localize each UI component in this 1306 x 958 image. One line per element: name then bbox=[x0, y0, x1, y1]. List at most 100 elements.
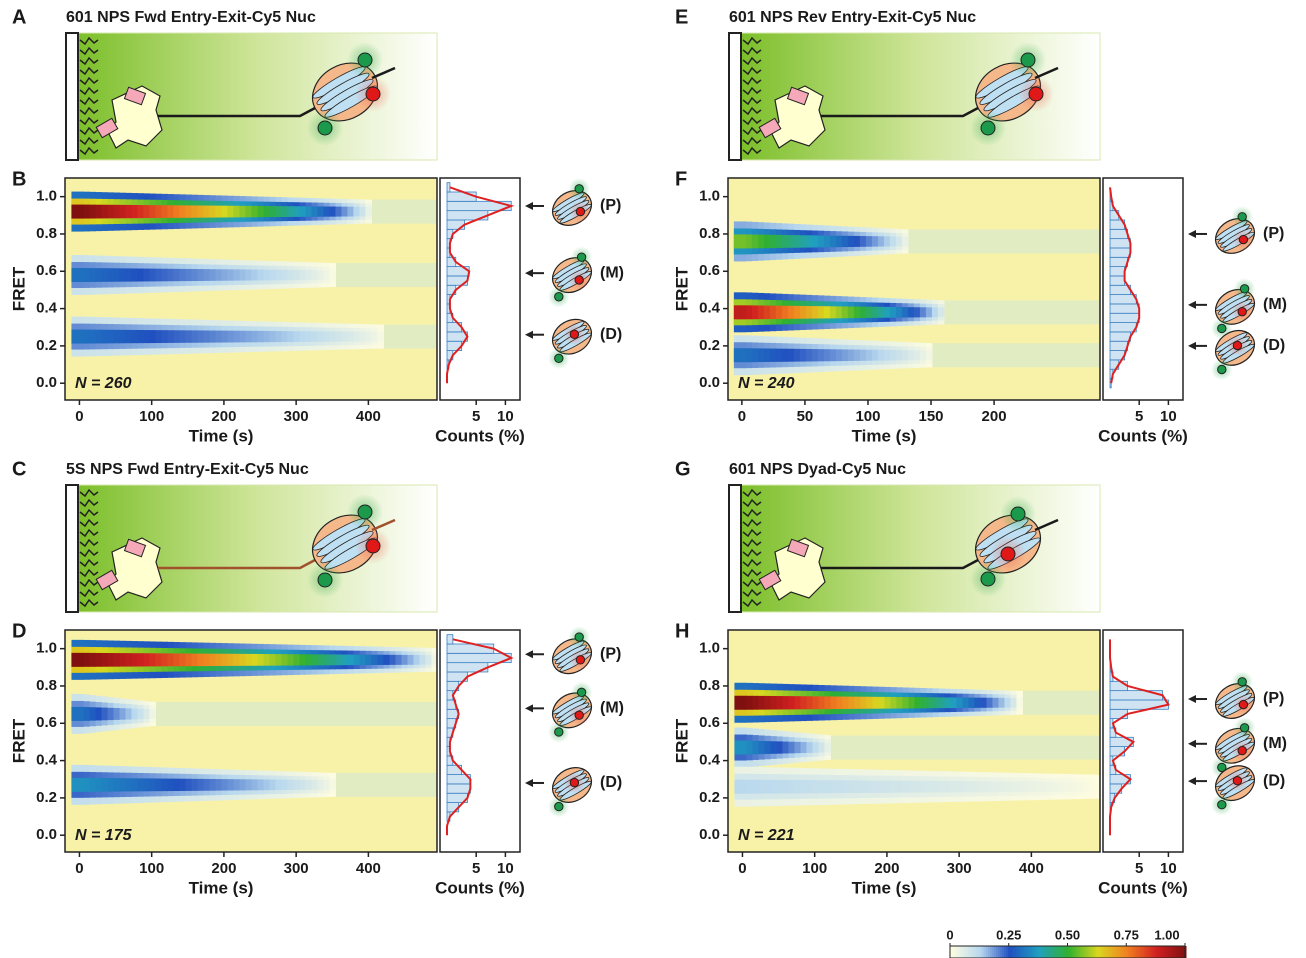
heat-cell bbox=[227, 779, 234, 791]
peg-linker bbox=[79, 498, 99, 508]
colorbar-cell bbox=[1014, 946, 1017, 958]
heat-cell bbox=[1010, 781, 1017, 793]
colorbar-cell bbox=[982, 946, 985, 958]
state-icon bbox=[548, 767, 593, 818]
heat-cell bbox=[155, 653, 162, 667]
colorbar-cell bbox=[1032, 946, 1035, 958]
heat-cell bbox=[383, 654, 390, 665]
colorbar-cell bbox=[1132, 946, 1135, 958]
heat-cell bbox=[740, 695, 747, 710]
heat-cell bbox=[854, 696, 861, 709]
heat-cell bbox=[71, 652, 78, 667]
panel-letter: E bbox=[675, 6, 688, 28]
heat-cell bbox=[113, 708, 120, 720]
hist-bar bbox=[1109, 266, 1126, 277]
heat-cell bbox=[799, 305, 807, 319]
peg-linker bbox=[742, 96, 762, 106]
heat-cell bbox=[823, 235, 831, 248]
heat-cell bbox=[185, 330, 192, 343]
hist-bar bbox=[1109, 294, 1137, 305]
arrow-head bbox=[525, 704, 533, 713]
heat-cell bbox=[962, 781, 969, 793]
colorbar-cell bbox=[972, 946, 975, 958]
heat-cell bbox=[799, 235, 807, 248]
heat-cell bbox=[859, 306, 867, 319]
heat-cell bbox=[787, 348, 795, 362]
donor-dye bbox=[317, 120, 333, 136]
heat-cell bbox=[878, 780, 885, 793]
heat-cell bbox=[83, 777, 90, 792]
hist-x-axis-label: Counts (%) bbox=[435, 426, 525, 445]
heat-cell bbox=[113, 778, 120, 792]
heat-cell bbox=[800, 742, 807, 754]
heat-cell bbox=[257, 779, 264, 791]
heat-cell bbox=[95, 268, 102, 282]
heat-cell bbox=[769, 234, 777, 249]
heat-cell bbox=[769, 305, 777, 320]
heat-cell bbox=[209, 269, 216, 281]
heat-cell bbox=[143, 778, 150, 792]
x-tick-label: 100 bbox=[802, 860, 827, 877]
heat-cell bbox=[805, 348, 813, 362]
heat-cell bbox=[251, 269, 258, 281]
heat-cell bbox=[907, 307, 915, 318]
heat-cell bbox=[149, 709, 156, 719]
colorbar-cell bbox=[1088, 946, 1091, 958]
heat-cell bbox=[811, 349, 819, 362]
arrow-head bbox=[525, 269, 533, 278]
colorbar-cell bbox=[960, 946, 963, 958]
heat-cell bbox=[919, 350, 927, 361]
heat-cell bbox=[143, 330, 150, 344]
plot-frame bbox=[727, 629, 1101, 853]
hist-fit bbox=[446, 186, 515, 384]
heat-cell bbox=[835, 349, 843, 362]
heat-cell bbox=[866, 696, 873, 709]
y-tick-label: 0.0 bbox=[36, 374, 57, 391]
heat-cell bbox=[944, 780, 951, 793]
heat-cell bbox=[263, 779, 270, 791]
x-axis-label: Time (s) bbox=[189, 426, 254, 445]
x-tick-label: 200 bbox=[874, 860, 899, 877]
colorbar-tick-label: 0 bbox=[946, 927, 953, 942]
heat-cell bbox=[281, 269, 288, 281]
state-label: (P) bbox=[1263, 690, 1284, 707]
y-tick-label: 0.8 bbox=[699, 677, 720, 694]
hist-frame bbox=[439, 177, 521, 401]
heat-cell bbox=[173, 653, 180, 667]
heat-cell bbox=[329, 331, 336, 342]
colorbar-cell bbox=[1152, 946, 1155, 958]
heat-tail bbox=[332, 772, 437, 797]
heat-cell bbox=[167, 778, 174, 792]
y-tick-label: 0.0 bbox=[699, 374, 720, 391]
arrow-head bbox=[1188, 300, 1196, 309]
heat-cell bbox=[812, 696, 819, 710]
heat-cell bbox=[167, 653, 174, 667]
x-tick-label: 0 bbox=[75, 408, 83, 425]
heat-cell bbox=[197, 330, 204, 343]
hist-x-tick-label: 5 bbox=[472, 408, 480, 425]
colorbar-cell bbox=[1096, 946, 1099, 958]
state-icon bbox=[1214, 205, 1256, 254]
heat-cell bbox=[1052, 781, 1059, 792]
heat-cell bbox=[131, 708, 138, 720]
heat-cell bbox=[854, 780, 861, 793]
colorbar-cell bbox=[1102, 946, 1105, 958]
heat-cell bbox=[769, 348, 777, 362]
peg-linker bbox=[79, 538, 99, 548]
y-axis-label: FRET bbox=[9, 718, 28, 763]
heat-cell bbox=[125, 204, 132, 219]
heat-cell bbox=[113, 329, 120, 344]
heat-cell bbox=[865, 236, 873, 247]
state-icon bbox=[1211, 716, 1256, 779]
heat-cell bbox=[1070, 781, 1077, 792]
heat-cell bbox=[896, 780, 903, 793]
heat-cell bbox=[323, 654, 330, 666]
heat-cell bbox=[311, 206, 318, 217]
peg-linker bbox=[742, 76, 762, 86]
biotin bbox=[123, 86, 147, 106]
x-tick-label: 400 bbox=[1019, 860, 1044, 877]
heat-cell bbox=[842, 696, 849, 709]
heat-cell bbox=[203, 269, 210, 281]
heat-cell bbox=[365, 331, 372, 342]
heat-cell bbox=[89, 204, 96, 219]
